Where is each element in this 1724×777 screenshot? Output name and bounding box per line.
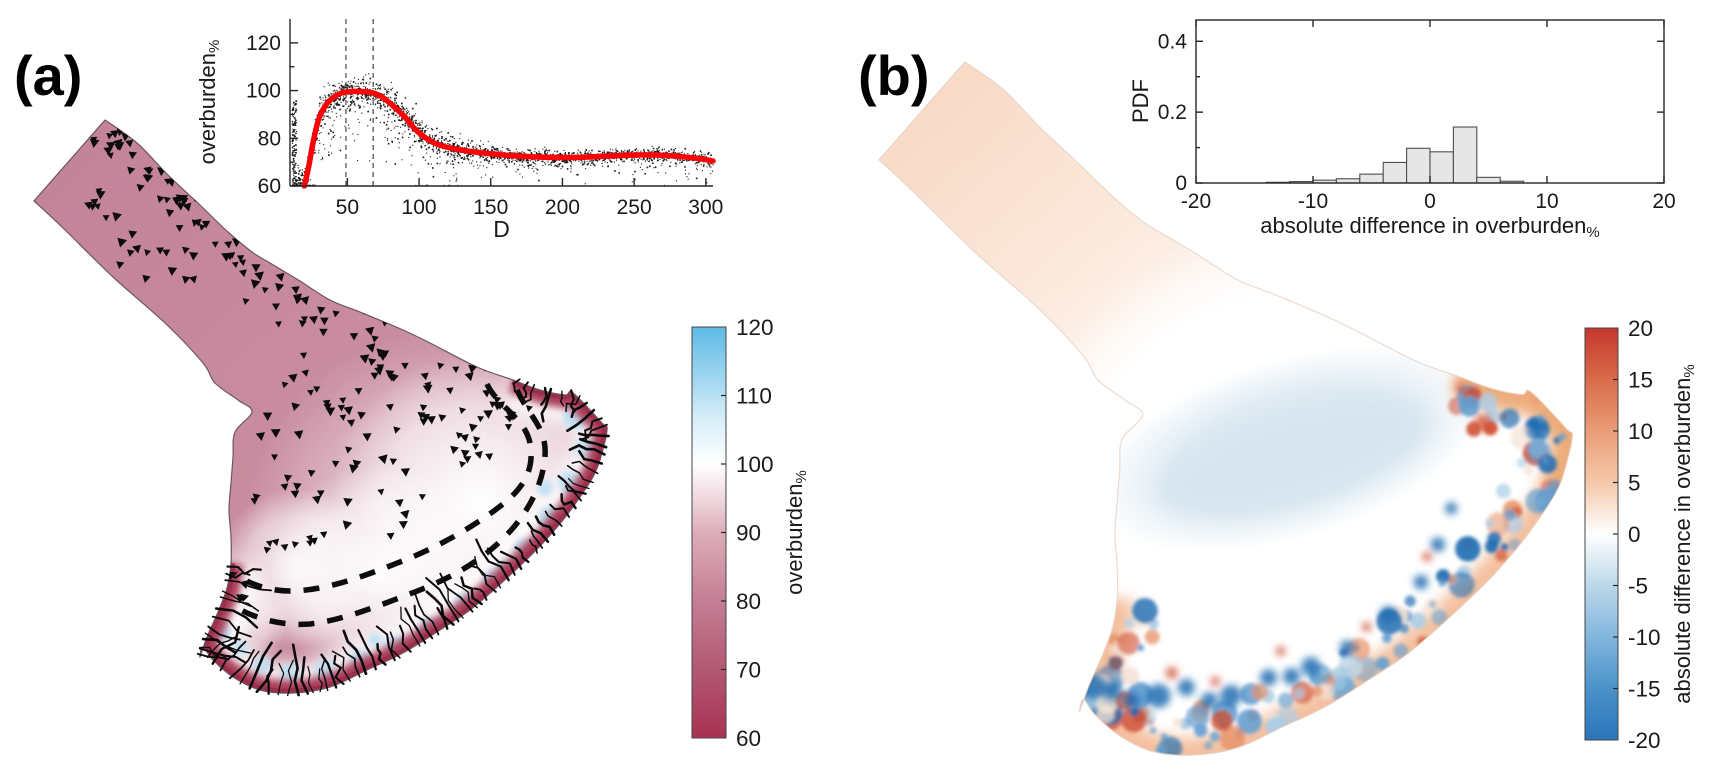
svg-text:250: 250 <box>617 196 652 219</box>
svg-text:110: 110 <box>736 384 772 409</box>
svg-text:150: 150 <box>473 196 508 219</box>
svg-text:200: 200 <box>545 196 580 219</box>
histogram-bar <box>1452 126 1478 184</box>
glacier-outline <box>33 119 608 694</box>
dashed-reference-lines <box>345 19 374 186</box>
colorbar-ticks <box>721 394 726 671</box>
dashed-arcs <box>233 382 548 628</box>
svg-text:10: 10 <box>1628 419 1653 444</box>
y-axis-label: overburden% <box>195 40 223 165</box>
svg-text:0.2: 0.2 <box>1158 101 1187 124</box>
svg-text:300: 300 <box>688 196 723 219</box>
svg-text:5: 5 <box>1628 471 1641 496</box>
svg-text:100: 100 <box>246 80 281 103</box>
glacier-map-overburden <box>33 119 610 697</box>
svg-text:-15: -15 <box>1628 677 1661 702</box>
svg-text:50: 50 <box>336 196 359 219</box>
colorbar-tick-labels: 120 110 100 90 80 70 60 <box>736 315 774 751</box>
svg-text:90: 90 <box>736 521 761 546</box>
histogram-bar <box>1382 161 1408 184</box>
svg-text:-20: -20 <box>1181 190 1211 213</box>
histogram-bar <box>1359 173 1384 184</box>
svg-text:60: 60 <box>258 175 281 198</box>
colorbar-label: overburden% <box>782 470 810 595</box>
svg-text:120: 120 <box>246 32 281 55</box>
svg-text:-10: -10 <box>1628 625 1661 650</box>
colorbar-ticks <box>1613 378 1618 690</box>
svg-text:0: 0 <box>1628 522 1641 547</box>
abs-difference-pdf-histogram: -20 -10 0 10 20 0 0.2 0.4 absolute difference in… <box>1128 19 1676 241</box>
tick-labels: 50 100 150 200 250 300 60 80 100 120 <box>246 32 723 219</box>
panel-a-label: (a) <box>14 44 83 107</box>
crevasse-lines <box>196 378 610 697</box>
svg-text:0.4: 0.4 <box>1158 30 1188 53</box>
svg-text:100: 100 <box>402 196 437 219</box>
colorbar-gradient <box>1584 327 1619 741</box>
speckle-blobs <box>1064 383 1492 710</box>
svg-text:0: 0 <box>1424 190 1436 213</box>
svg-text:20: 20 <box>1628 316 1653 341</box>
histogram-bars <box>1265 126 1525 184</box>
svg-text:-5: -5 <box>1628 574 1648 599</box>
svg-text:10: 10 <box>1535 190 1558 213</box>
colorbar-overburden: 120 110 100 90 80 70 60 overburden% <box>691 315 810 751</box>
axes <box>1195 19 1665 184</box>
y-axis-label: PDF <box>1128 79 1153 123</box>
triangle-markers <box>84 121 533 604</box>
svg-text:0: 0 <box>1175 172 1187 195</box>
svg-text:80: 80 <box>736 589 761 614</box>
histogram-bar <box>1406 147 1431 184</box>
tick-labels: -20 -10 0 10 20 0 0.2 0.4 <box>1158 30 1676 213</box>
panel-b-label: (b) <box>858 44 930 107</box>
x-axis-label: absolute difference in overburden% <box>1260 213 1600 241</box>
svg-text:-20: -20 <box>1628 728 1661 753</box>
colorbar-label: absolute difference in overburden% <box>1670 364 1698 704</box>
svg-text:100: 100 <box>736 452 774 477</box>
svg-text:80: 80 <box>258 127 281 150</box>
svg-text:-10: -10 <box>1298 190 1328 213</box>
colorbar-tick-labels: 20 15 10 5 0 -5 -10 -15 -20 <box>1628 316 1661 753</box>
colorbar-gradient <box>691 326 727 739</box>
histogram-bar <box>1476 176 1501 184</box>
svg-text:15: 15 <box>1628 368 1653 393</box>
svg-text:70: 70 <box>736 658 761 683</box>
svg-text:60: 60 <box>736 726 761 751</box>
svg-text:120: 120 <box>736 315 774 340</box>
axes <box>289 19 713 187</box>
colorbar-abs-difference: 20 15 10 5 0 -5 -10 -15 -20 absolute difference i… <box>1584 316 1698 753</box>
x-axis-label: D <box>493 216 510 242</box>
histogram-bar <box>1429 151 1454 184</box>
glacier-outline <box>878 60 1574 756</box>
svg-text:20: 20 <box>1652 190 1675 213</box>
trend-curve <box>301 88 716 189</box>
